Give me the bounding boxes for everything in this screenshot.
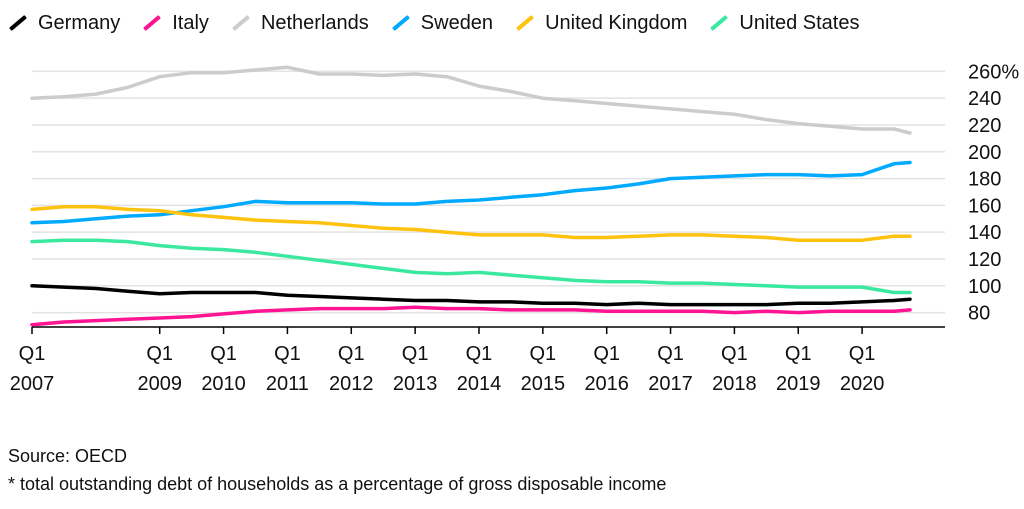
legend-item-italy: Italy [142, 12, 209, 35]
legend-label: Germany [38, 11, 121, 34]
x-tick-label: 2009 [137, 373, 182, 395]
y-tick-label: 180 [968, 169, 1001, 191]
legend-item-united-kingdom: United Kingdom [515, 12, 687, 35]
x-tick-label: 2011 [266, 373, 309, 395]
series-line-germany [30, 284, 912, 307]
x-tick-label: Q1 [785, 343, 812, 365]
x-tick-label: Q1 [721, 343, 748, 365]
x-tick-label: 2017 [648, 373, 693, 395]
footnote: * total outstanding debt of households a… [8, 474, 667, 494]
legend-item-sweden: Sweden [391, 12, 493, 35]
x-tick-label: Q1 [593, 343, 620, 365]
x-tick-label: Q1 [338, 343, 365, 365]
legend-item-netherlands: Netherlands [231, 12, 369, 35]
y-tick-label: 120 [968, 249, 1001, 271]
x-tick-label: 2010 [201, 373, 246, 395]
series-line-united-kingdom [30, 204, 912, 242]
x-tick-label: Q1 [146, 343, 173, 365]
legend-label: Italy [172, 11, 209, 34]
y-tick-label: 140 [968, 222, 1001, 244]
x-tick-label: Q1 [849, 343, 876, 365]
y-tick-label: 80 [968, 303, 990, 325]
legend-label: Netherlands [260, 11, 369, 34]
x-tick-label: 2014 [457, 373, 502, 395]
x-tick-label: 2018 [712, 373, 757, 395]
x-tick-label: 2007 [10, 373, 55, 395]
series-line-italy [30, 305, 912, 327]
y-tick-label: 100 [968, 276, 1001, 298]
legend-item-germany: Germany [8, 12, 120, 35]
series-line-sweden [30, 160, 912, 225]
series-line-netherlands [30, 65, 912, 135]
legend-label: United Kingdom [545, 11, 688, 34]
line-chart: 80 100 120 140 160 180 200 220 240 260% Q1 2007 Q1 20… [10, 61, 1020, 395]
series-line-united-states [30, 238, 912, 295]
chart-legend: Germany Italy Netherlands Sweden United … [8, 8, 881, 38]
x-tick-label: 2016 [584, 373, 629, 395]
x-tick-label: 2015 [521, 373, 566, 395]
x-tick-label: 2020 [840, 373, 885, 395]
x-tick-label: 2019 [776, 373, 821, 395]
y-tick-label: 220 [968, 115, 1001, 137]
x-tick-label: Q1 [210, 343, 237, 365]
legend-label: Sweden [420, 11, 494, 34]
legend-item-united-states: United States [709, 12, 859, 35]
x-tick-label: Q1 [657, 343, 684, 365]
y-tick-label: 160 [968, 195, 1001, 217]
legend-label: United States [739, 11, 860, 34]
x-tick-label: 2012 [329, 373, 374, 395]
x-tick-label: Q1 [19, 343, 46, 365]
y-tick-label: 240 [968, 88, 1001, 110]
x-tick-label: Q1 [529, 343, 556, 365]
y-tick-label: 260% [968, 61, 1019, 83]
x-tick-label: Q1 [402, 343, 429, 365]
x-tick-label: Q1 [466, 343, 493, 365]
y-tick-label: 200 [968, 142, 1001, 164]
x-tick-label: Q1 [274, 343, 301, 365]
source-note: Source: OECD [8, 446, 128, 466]
x-tick-label: 2013 [393, 373, 438, 395]
